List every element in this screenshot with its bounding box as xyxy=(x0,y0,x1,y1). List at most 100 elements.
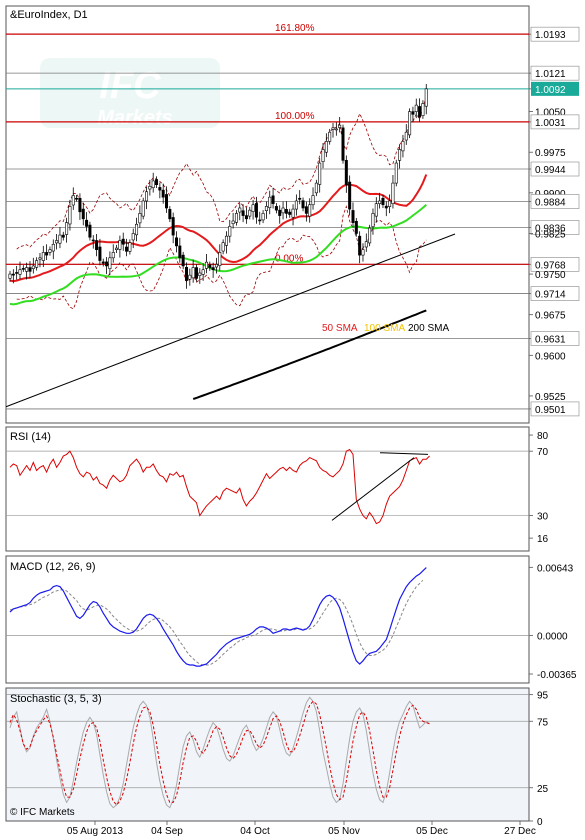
candle xyxy=(128,239,132,255)
candle-body xyxy=(424,88,428,107)
candle xyxy=(168,206,172,223)
price-tick-label: 0.9501 xyxy=(535,405,566,416)
candle xyxy=(95,233,99,257)
candle xyxy=(214,257,218,274)
candle xyxy=(91,235,95,249)
candle xyxy=(141,197,145,220)
candle xyxy=(45,244,49,260)
stoch-tick-label: 75 xyxy=(537,717,549,728)
candle-body xyxy=(88,224,92,238)
x-tick-label: 05 Aug 2013 xyxy=(67,826,124,837)
price-level-box xyxy=(530,161,580,177)
candle xyxy=(145,186,149,210)
price-level-box xyxy=(530,220,580,235)
candle xyxy=(118,235,122,258)
candle xyxy=(291,204,295,226)
candle-body xyxy=(301,200,305,209)
candle xyxy=(68,199,72,231)
candle-body xyxy=(231,220,235,225)
candle-body xyxy=(334,128,338,131)
candle-body xyxy=(298,197,302,200)
candle-body xyxy=(135,223,139,236)
candle-body xyxy=(178,245,182,259)
candle-body xyxy=(308,204,312,217)
candle-body xyxy=(201,269,205,275)
candle-body xyxy=(214,264,218,268)
candle xyxy=(378,192,382,209)
price-tick-label: 1.0050 xyxy=(535,108,566,119)
candle-body xyxy=(351,210,355,223)
svg-text:IFC: IFC xyxy=(99,65,161,107)
x-tick-label: 27 Dec xyxy=(504,826,536,837)
macd-indicator: 0.00643 0.0000 -0.00365 xyxy=(6,563,577,681)
candle xyxy=(258,211,262,225)
candle xyxy=(211,262,215,278)
candle xyxy=(314,179,318,197)
candle-body xyxy=(184,267,188,281)
candle xyxy=(381,195,385,209)
candle xyxy=(341,124,345,164)
candle xyxy=(88,221,92,241)
candle xyxy=(115,244,119,253)
price-level-box xyxy=(530,194,580,209)
candle-body xyxy=(391,182,395,204)
candle xyxy=(41,245,45,268)
candle xyxy=(71,187,75,210)
candle xyxy=(398,144,402,169)
price-tick-label: 0.9975 xyxy=(535,148,566,159)
macd-tick-label: -0.00365 xyxy=(537,670,577,681)
candle xyxy=(101,258,105,267)
candle-body xyxy=(261,213,265,221)
candle xyxy=(188,268,192,286)
candle-body xyxy=(101,261,105,264)
candle-body xyxy=(35,260,39,268)
candle xyxy=(138,205,142,228)
candle-body xyxy=(388,200,392,207)
candle xyxy=(11,269,15,284)
candle-body xyxy=(198,272,202,276)
candle xyxy=(191,259,195,283)
candle xyxy=(401,134,405,158)
candle-body xyxy=(224,235,228,246)
candle-body xyxy=(51,243,55,252)
stoch-d-line xyxy=(9,700,430,806)
price-tick-label: 0.9825 xyxy=(535,229,566,240)
candle-body xyxy=(421,103,425,116)
time-axis: 05 Aug 2013 04 Sep 04 Oct 05 Nov 05 Dec 27 De… xyxy=(67,821,536,837)
candle-body xyxy=(31,265,35,269)
candle-body xyxy=(378,200,382,204)
price-tick-label: 1.0031 xyxy=(535,118,566,129)
candle xyxy=(404,124,408,145)
price-level-box xyxy=(530,401,580,417)
candle-body xyxy=(358,235,362,256)
candle-body xyxy=(264,206,268,212)
candle-body xyxy=(364,241,368,248)
candle-body xyxy=(394,162,398,184)
candle-body xyxy=(354,220,358,234)
candle-body xyxy=(324,141,328,153)
candle xyxy=(184,262,188,289)
sma-legend: 50 SMA 100 SMA 200 SMA xyxy=(322,323,449,334)
rsi-tick-label: 80 xyxy=(537,431,549,442)
candle-body xyxy=(188,274,192,280)
stochastic-indicator: 95 75 25 0 xyxy=(6,691,549,828)
candle-body xyxy=(371,213,375,227)
candle-body xyxy=(228,226,232,237)
candle-body xyxy=(81,208,85,220)
candle xyxy=(418,98,422,122)
current-price-label: 1.0092 xyxy=(535,85,566,96)
candle xyxy=(228,219,232,243)
candle xyxy=(368,224,372,247)
bollinger-lower xyxy=(16,205,427,310)
candle xyxy=(151,172,155,193)
rsi-tick-label: 16 xyxy=(537,534,549,545)
candle xyxy=(301,197,305,212)
candle xyxy=(155,176,159,188)
stoch-tick-label: 25 xyxy=(537,784,549,795)
ifc-markets-watermark: IFC Markets xyxy=(40,58,220,129)
candle-body xyxy=(131,233,135,241)
candle xyxy=(105,257,109,275)
candle-body xyxy=(218,252,222,266)
candle-body xyxy=(105,261,109,267)
